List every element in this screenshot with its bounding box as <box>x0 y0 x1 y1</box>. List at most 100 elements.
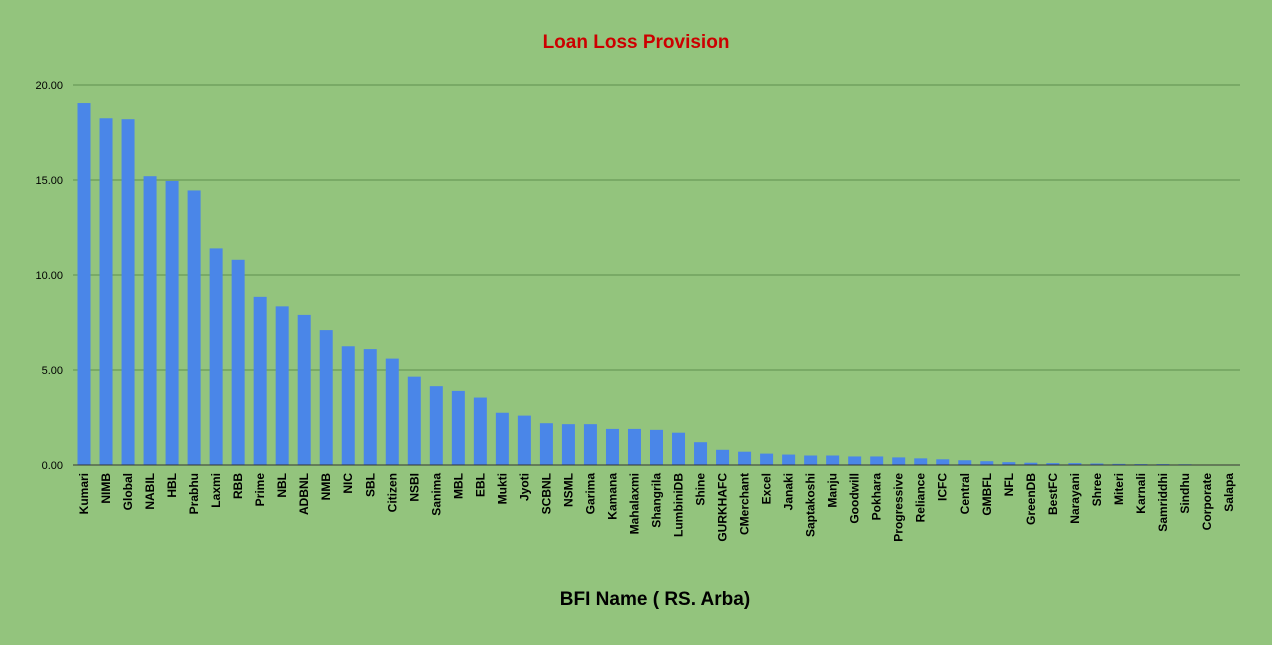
bar-shine <box>694 442 708 465</box>
bar-icfc <box>936 459 950 465</box>
y-tick-label: 20.00 <box>35 80 63 92</box>
x-tick-label: SCBNL <box>539 473 553 514</box>
bar-cmerchant <box>738 451 752 465</box>
x-tick-label: Garima <box>583 473 597 515</box>
bar-prime <box>253 296 267 465</box>
bar-manju <box>826 455 840 465</box>
bar-ebl <box>473 397 487 465</box>
x-tick-label: Reliance <box>914 473 928 523</box>
x-tick-label: Central <box>958 473 972 514</box>
bar-jyoti <box>517 415 531 465</box>
chart-title: Loan Loss Provision <box>542 32 730 53</box>
x-tick-label: Miteri <box>1112 473 1126 505</box>
x-axis-label: BFI Name ( RS. Arba) <box>559 589 751 610</box>
bar-janaki <box>782 454 796 465</box>
y-tick-label: 15.00 <box>35 175 63 187</box>
bar-global <box>121 119 135 465</box>
x-tick-label: Pokhara <box>870 473 884 521</box>
bar-nbl <box>275 306 289 465</box>
x-tick-label: NABIL <box>143 473 157 510</box>
x-tick-label: Manju <box>826 473 840 508</box>
bar-rbb <box>231 259 245 465</box>
bar-reliance <box>914 458 928 465</box>
bar-scbnl <box>539 423 553 465</box>
bar-prabhu <box>187 190 201 465</box>
x-tick-label: Sindhu <box>1178 473 1192 514</box>
bar-nsml <box>561 424 575 465</box>
x-tick-label: Samriddhi <box>1156 473 1170 532</box>
y-tick-label: 10.00 <box>35 270 63 282</box>
bar-greendb <box>1024 462 1038 465</box>
bar-adbnl <box>297 314 311 465</box>
x-tick-label: NSBI <box>407 473 421 502</box>
x-tick-label: MBL <box>451 473 465 499</box>
x-tick-label: Mahalaxmi <box>627 473 641 534</box>
x-tick-label: Janaki <box>782 473 796 510</box>
x-tick-label: Kamana <box>605 473 619 520</box>
bar-nfl <box>1002 462 1016 465</box>
bar-gmbfl <box>980 461 994 465</box>
x-tick-label: Sanima <box>429 473 443 516</box>
x-tick-label: NBL <box>275 473 289 498</box>
x-tick-label: ICFC <box>936 473 950 501</box>
bar-pokhara <box>870 456 884 465</box>
x-tick-label: LumbiniDB <box>672 473 686 537</box>
x-tick-label: GMBFL <box>980 473 994 516</box>
x-tick-label: NIC <box>341 473 355 494</box>
x-tick-label: CMerchant <box>738 473 752 535</box>
bar-laxmi <box>209 248 223 465</box>
x-tick-label: Prabhu <box>187 473 201 514</box>
x-tick-label: Corporate <box>1200 473 1214 531</box>
x-tick-label: GURKHAFC <box>716 473 730 542</box>
bar-sbl <box>363 349 377 465</box>
bar-nmb <box>319 330 333 465</box>
bar-lumbinidb <box>672 432 686 465</box>
bar-shree <box>1090 463 1104 465</box>
x-tick-label: EBL <box>473 473 487 497</box>
bar-excel <box>760 453 774 465</box>
x-tick-label: BestFC <box>1046 473 1060 515</box>
bar-garima <box>583 424 597 465</box>
bar-central <box>958 460 972 465</box>
bar-nsbi <box>407 376 421 465</box>
bar-mbl <box>451 390 465 465</box>
bar-goodwill <box>848 456 862 465</box>
x-tick-label: Salapa <box>1222 473 1236 512</box>
x-tick-label: Shine <box>694 473 708 506</box>
bar-narayani <box>1068 463 1082 465</box>
x-tick-label: Shree <box>1090 473 1104 507</box>
bar-nic <box>341 346 355 465</box>
x-tick-label: Goodwill <box>848 473 862 524</box>
x-tick-label: Mukti <box>495 473 509 504</box>
x-tick-label: Karnali <box>1134 473 1148 514</box>
x-tick-label: Jyoti <box>517 473 531 501</box>
x-tick-label: Global <box>121 473 135 510</box>
bar-mukti <box>495 412 509 465</box>
x-tick-label: Narayani <box>1068 473 1082 524</box>
x-tick-label: NMB <box>319 473 333 501</box>
bar-citizen <box>385 358 399 465</box>
bar-sanima <box>429 386 443 465</box>
bar-gurkhafc <box>716 449 730 465</box>
bar-kumari <box>77 103 91 466</box>
y-tick-label: 0.00 <box>42 460 63 472</box>
x-tick-label: SBL <box>363 473 377 497</box>
bar-nimb <box>99 118 113 465</box>
bar-nabil <box>143 176 157 465</box>
x-tick-label: Excel <box>760 473 774 504</box>
x-tick-label: NSML <box>561 473 575 507</box>
y-tick-label: 5.00 <box>42 365 63 377</box>
x-tick-label: Shangrila <box>650 473 664 528</box>
bar-shangrila <box>650 429 663 465</box>
x-tick-label: ADBNL <box>297 473 311 515</box>
x-tick-label: NIMB <box>99 473 113 504</box>
bar-saptakoshi <box>804 455 818 465</box>
x-tick-label: Saptakoshi <box>804 473 818 537</box>
x-tick-label: NFL <box>1002 473 1016 496</box>
x-tick-label: Prime <box>253 473 267 507</box>
bar-progressive <box>892 457 906 465</box>
x-tick-label: GreenDB <box>1024 473 1038 525</box>
x-tick-label: Laxmi <box>209 473 223 508</box>
bar-hbl <box>165 180 179 465</box>
